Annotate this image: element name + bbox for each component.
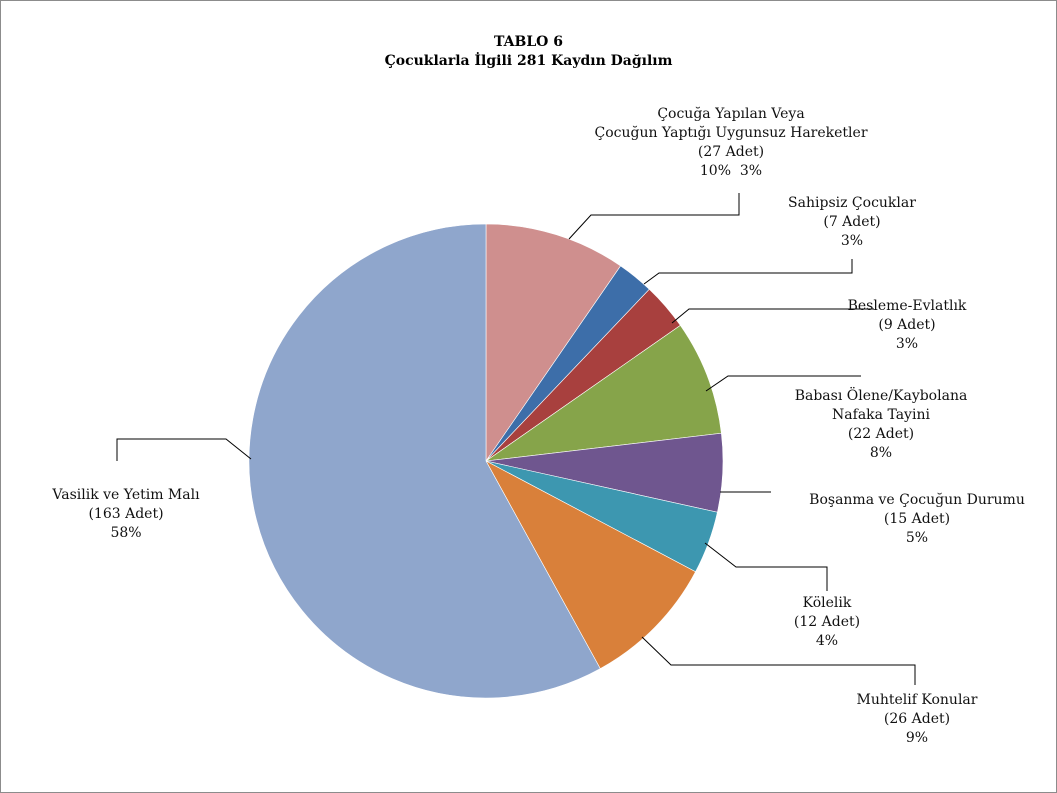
slice-label-count: (163 Adet) xyxy=(88,506,164,522)
slice-label-percent: 58% xyxy=(110,525,142,541)
leader-line xyxy=(641,636,916,685)
slice-label: Boşanma ve Çocuğun Durumu (15 Adet) 5% xyxy=(809,491,1025,548)
slice-label-percent: 8% xyxy=(869,445,893,461)
slice-label-percent: 10% 3% xyxy=(699,163,763,179)
slice-label-count: (7 Adet) xyxy=(823,214,881,230)
leader-line xyxy=(671,308,874,324)
slice-label-name: Sahipsiz Çocuklar xyxy=(788,195,916,211)
slice-label-name: Çocuğun Yaptığı Uygunsuz Hareketler xyxy=(594,125,868,141)
slice-label: Sahipsiz Çocuklar (7 Adet) 3% xyxy=(788,194,916,251)
slice-label-name: Babası Ölene/Kaybolana xyxy=(794,388,968,404)
chart-subtitle: Çocuklarla İlgili 281 Kaydın Dağılım xyxy=(384,53,673,69)
slice-label-count: (22 Adet) xyxy=(847,426,915,442)
slice-label: Babası Ölene/Kaybolana Nafaka Tayini (22 A… xyxy=(795,387,968,463)
leader-line xyxy=(705,375,861,392)
pie-slice xyxy=(485,223,621,462)
slice-label-count: (15 Adet) xyxy=(883,511,951,527)
pie-slice xyxy=(248,223,601,699)
slice-label-percent: 9% xyxy=(905,730,929,746)
slice-label-name: Kölelik xyxy=(802,595,852,611)
slice-label-percent: 4% xyxy=(815,633,839,649)
slice-label-name: Boşanma ve Çocuğun Durumu xyxy=(809,492,1025,508)
slice-label-count: (9 Adet) xyxy=(878,317,936,333)
leader-line xyxy=(116,438,252,461)
chart-title: TABLO 6 xyxy=(493,34,563,50)
slice-label: Besleme-Evlatlık (9 Adet) 3% xyxy=(848,297,967,354)
slice-label-name: Nafaka Tayini xyxy=(832,407,930,423)
pie-slice xyxy=(485,460,696,670)
slice-label-name: Çocuğa Yapılan Veya xyxy=(657,106,805,122)
slice-label: Muhtelif Konular (26 Adet) 9% xyxy=(857,691,978,748)
leader-line xyxy=(568,193,740,240)
slice-label-count: (27 Adet) xyxy=(697,144,765,160)
slice-label: Çocuğa Yapılan Veya Çocuğun Yaptığı Uygun… xyxy=(594,105,867,181)
leader-line xyxy=(643,259,853,285)
slice-label-name: Vasilik ve Yetim Malı xyxy=(52,487,200,503)
slice-label-count: (12 Adet) xyxy=(793,614,861,630)
slice-label-percent: 3% xyxy=(895,336,919,352)
chart-title-block: TABLO 6 Çocuklarla İlgili 281 Kaydın Dağ… xyxy=(1,33,1056,71)
slice-label-percent: 3% xyxy=(840,233,864,249)
pie-slice xyxy=(485,324,722,462)
slice-label-name: Muhtelif Konular xyxy=(856,692,978,708)
slice-label-name: Besleme-Evlatlık xyxy=(847,298,967,314)
slice-label: Vasilik ve Yetim Malı (163 Adet) 58% xyxy=(52,486,199,543)
slice-label: Kölelik (12 Adet) 4% xyxy=(794,594,860,651)
slice-label-count: (26 Adet) xyxy=(883,711,951,727)
slice-label-percent: 5% xyxy=(905,530,929,546)
leader-line xyxy=(704,542,828,591)
